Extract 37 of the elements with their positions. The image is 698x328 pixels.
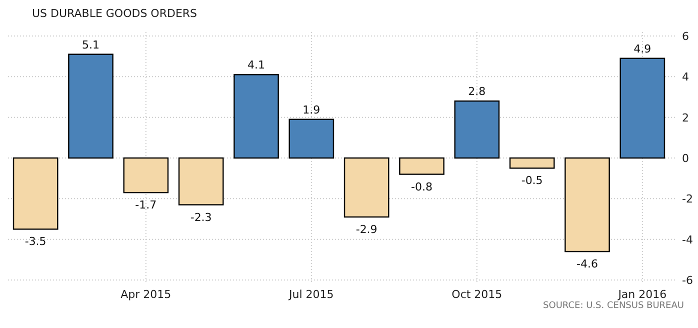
y-tick-label: 6 [682, 30, 689, 43]
chart-title: US DURABLE GOODS ORDERS [32, 7, 198, 20]
bar [509, 157, 555, 169]
y-tick-label: 0 [682, 152, 689, 165]
bar [12, 157, 58, 230]
bar [620, 58, 666, 159]
x-tick-label: Jul 2015 [288, 288, 334, 301]
data-label: 4.9 [634, 42, 652, 56]
data-label: 5.1 [82, 38, 100, 52]
data-label: -1.7 [135, 198, 157, 212]
x-tick-label: Jan 2016 [617, 288, 667, 301]
x-tick-label: Apr 2015 [120, 288, 172, 301]
y-tick-label: -2 [682, 192, 693, 206]
bar [288, 118, 334, 159]
bar [68, 54, 114, 159]
bar [178, 157, 224, 206]
source-note: SOURCE: U.S. CENSUS BUREAU [543, 301, 684, 311]
y-tick-label: -6 [682, 274, 693, 287]
data-label: -4.6 [576, 258, 598, 271]
data-label: 2.8 [468, 85, 486, 98]
bar [399, 157, 444, 175]
data-label: -2.3 [190, 210, 212, 224]
data-label: -2.9 [356, 222, 378, 236]
y-tick-label: -4 [682, 233, 693, 246]
data-label: -0.5 [521, 174, 543, 188]
bar [344, 157, 390, 218]
data-label: -3.5 [24, 235, 46, 248]
bar [564, 157, 610, 252]
data-label: -0.8 [411, 180, 432, 194]
bar [454, 100, 500, 159]
y-tick-label: 4 [682, 70, 689, 84]
data-label: 4.1 [248, 58, 265, 72]
data-label: 1.9 [302, 103, 320, 116]
bar [123, 157, 169, 194]
x-tick-label: Oct 2015 [452, 288, 502, 301]
bar [234, 74, 279, 159]
y-tick-label: 2 [682, 111, 689, 124]
